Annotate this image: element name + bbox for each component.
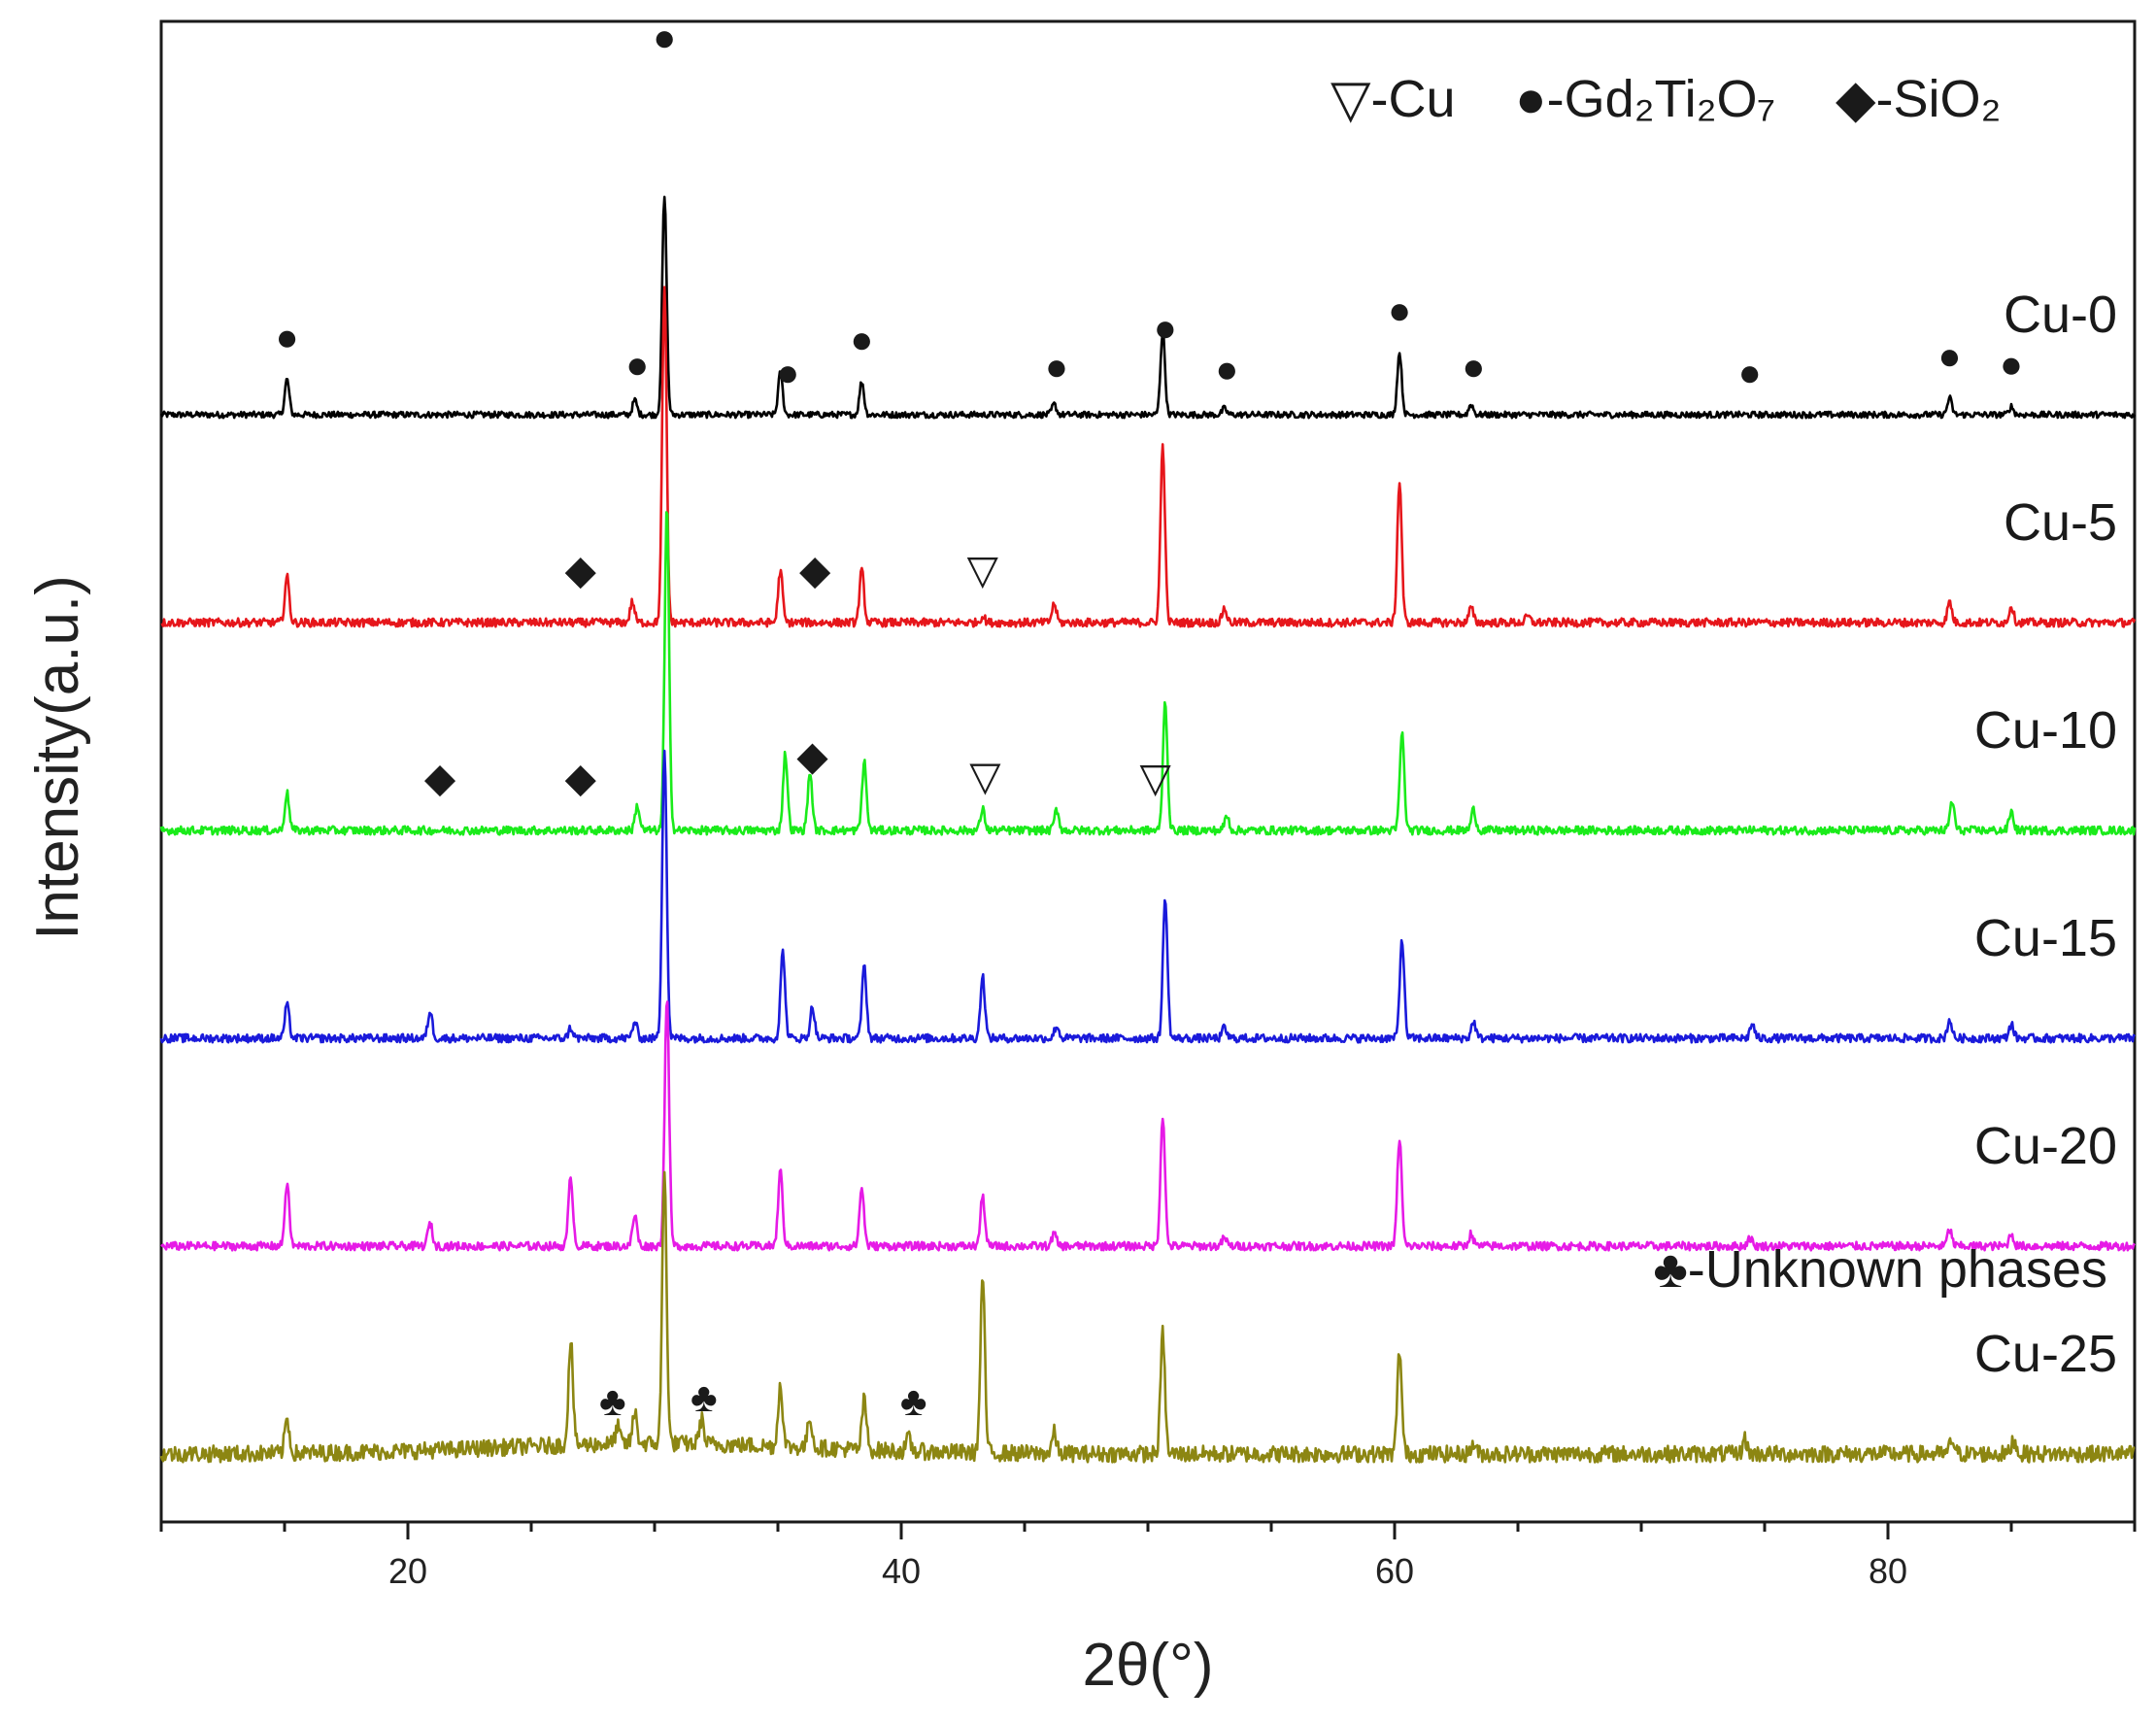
series-label-cu-25: Cu-25 xyxy=(1974,1325,2117,1383)
x-axis-label: 2θ(°) xyxy=(1082,1632,1213,1699)
peak-marker-cu-0-10: ● xyxy=(1738,352,1762,394)
peak-marker-cu-25-2: ♣ xyxy=(900,1378,927,1424)
series-line-cu-10 xyxy=(159,511,2137,836)
peak-marker-cu-5-2: ▽ xyxy=(967,547,999,592)
peak-marker-cu-0-12: ● xyxy=(2000,343,2023,386)
peak-marker-cu-0-3: ● xyxy=(776,352,799,394)
peak-marker-cu-25-1: ♣ xyxy=(691,1374,718,1420)
peak-marker-cu-10-2: ◆ xyxy=(796,733,828,779)
series-line-cu-0 xyxy=(159,195,2137,420)
legend-entry-0: ▽-Cu xyxy=(1331,70,1456,128)
peak-marker-cu-0-4: ● xyxy=(850,319,873,361)
y-axis-label: Intensity(a.u.) xyxy=(24,575,91,940)
peak-marker-cu-10-4: ▽ xyxy=(1139,755,1171,800)
peak-marker-cu-0-1: ● xyxy=(625,344,649,387)
peak-marker-cu-5-1: ◆ xyxy=(799,547,831,592)
series-line-cu-20 xyxy=(160,1000,2136,1252)
legend-entry-1: ●-Gd₂Ti₂O₇ xyxy=(1515,70,1775,128)
x-tick-label-60: 60 xyxy=(1375,1551,1414,1591)
peak-marker-cu-0-6: ● xyxy=(1154,307,1177,350)
peak-marker-cu-5-0: ◆ xyxy=(565,547,597,592)
peak-marker-cu-25-0: ♣ xyxy=(599,1378,626,1424)
series-label-cu-10: Cu-10 xyxy=(1974,701,2117,760)
peak-marker-cu-0-5: ● xyxy=(1045,346,1068,389)
peak-marker-cu-10-3: ▽ xyxy=(969,753,1001,798)
peak-marker-cu-0-0: ● xyxy=(275,317,298,359)
series-line-cu-15 xyxy=(159,749,2137,1044)
series-label-cu-0: Cu-0 xyxy=(2004,286,2117,344)
series-label-cu-20: Cu-20 xyxy=(1974,1117,2117,1175)
peak-marker-cu-0-11: ● xyxy=(1937,335,1961,378)
x-tick-label-40: 40 xyxy=(882,1551,921,1591)
series-line-cu-5 xyxy=(160,286,2137,628)
peak-marker-cu-10-1: ◆ xyxy=(565,755,597,800)
peak-marker-cu-0-7: ● xyxy=(1215,349,1238,391)
peak-marker-cu-0-9: ● xyxy=(1462,346,1485,389)
series-label-cu-15: Cu-15 xyxy=(1974,909,2117,967)
series-group: Cu-0 Cu-5 Cu-10 Cu-15 Cu-20 Cu-25 xyxy=(159,195,2137,1464)
legend: ▽-Cu ●-Gd₂Ti₂O₇ ◆-SiO₂ ♣-Unknown phases xyxy=(1331,70,2107,1299)
peak-markers-group: ● ● ● ● ● ● ● ● ● ● ● ● ● ◆ ◆ ▽ ◆ ◆ ◆ ▽ ▽ ♣ ♣ ♣ xyxy=(275,17,2023,1424)
x-axis: 20 40 60 80 xyxy=(159,1522,2137,1591)
peak-marker-cu-0-8: ● xyxy=(1388,289,1411,332)
peak-marker-cu-0-2: ● xyxy=(653,17,676,59)
peak-marker-cu-10-0: ◆ xyxy=(424,755,456,800)
x-tick-label-20: 20 xyxy=(388,1551,427,1591)
series-line-cu-25 xyxy=(159,1170,2136,1464)
series-label-cu-5: Cu-5 xyxy=(2004,493,2117,552)
x-tick-label-80: 80 xyxy=(1869,1551,1907,1591)
legend-unknown-phases: ♣-Unknown phases xyxy=(1653,1240,2107,1299)
legend-entry-2: ◆-SiO₂ xyxy=(1836,70,2002,128)
